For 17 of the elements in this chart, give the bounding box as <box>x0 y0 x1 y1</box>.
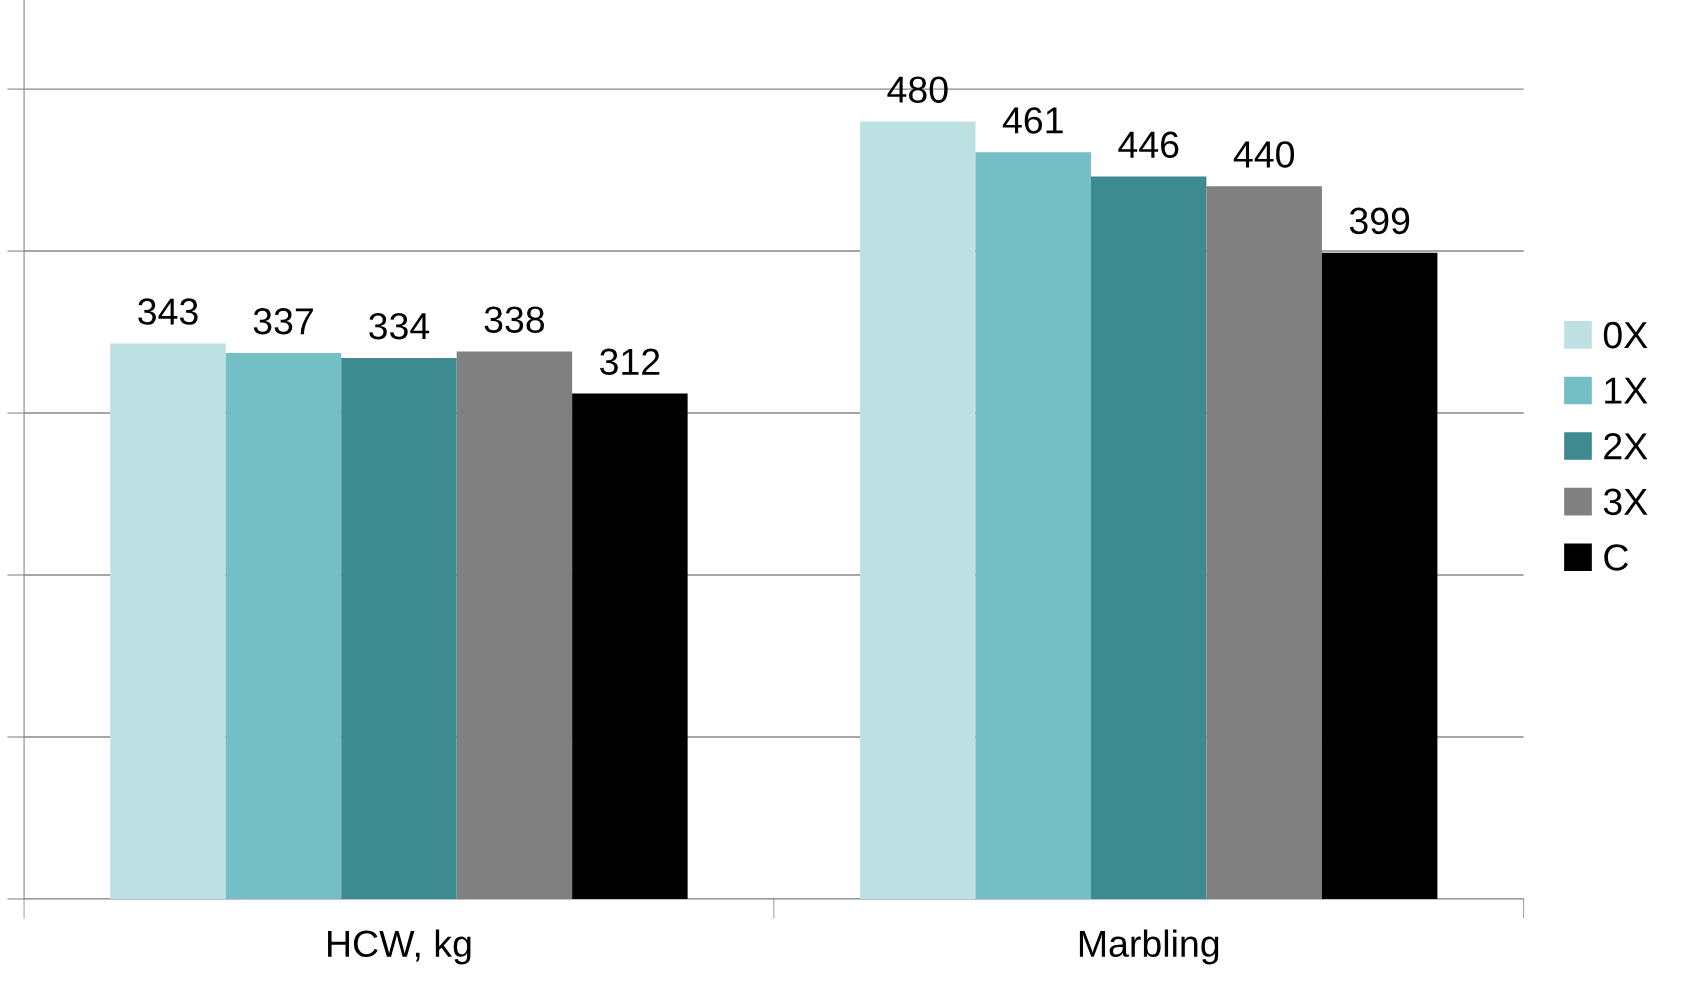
legend-label: 2X <box>1604 432 1648 460</box>
legend-label: 0X <box>1603 321 1648 349</box>
x-tick-label: Marbling <box>1079 929 1219 965</box>
data-label: 440 <box>1233 141 1295 168</box>
data-label: 399 <box>1349 207 1410 235</box>
data-label: 334 <box>369 312 430 340</box>
data-label: 337 <box>253 308 313 335</box>
data-label: 338 <box>484 306 545 333</box>
data-label: 343 <box>138 298 198 325</box>
data-label: 480 <box>887 76 948 103</box>
legend-label: C <box>1604 544 1629 571</box>
legend-label: 3X <box>1603 488 1648 516</box>
data-label: 312 <box>600 348 660 376</box>
x-tick-label: HCW, kg <box>328 929 471 965</box>
data-label: 461 <box>1002 107 1063 134</box>
data-label: 446 <box>1118 131 1179 159</box>
legend-label: 1X <box>1605 377 1648 404</box>
